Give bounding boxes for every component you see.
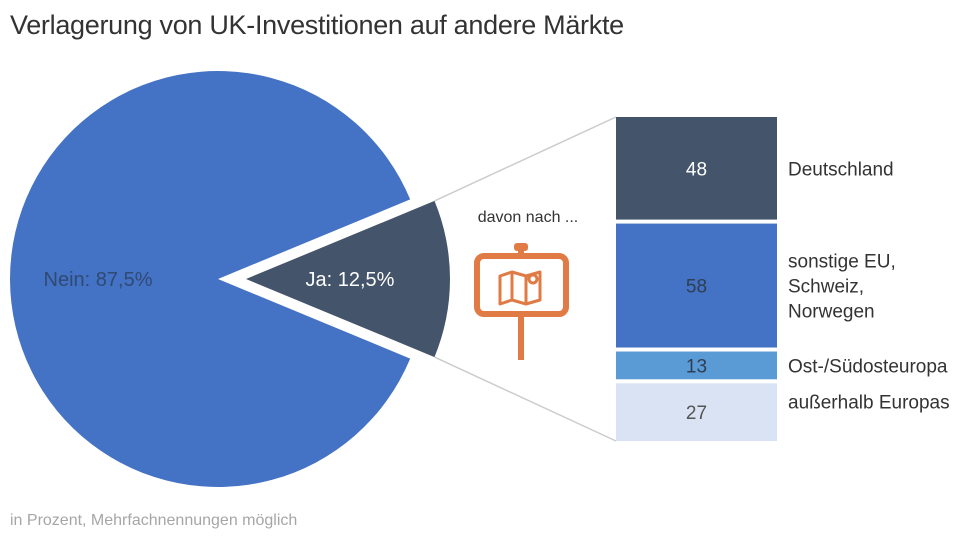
stacked-bar-chart: 48 Deutschland 58 sonstige EU,Schweiz,Norwe… [616, 117, 950, 441]
pie-chart: Nein: 87,5% Ja: 12,5% [10, 71, 450, 487]
stack-value-label-1: 58 [686, 277, 707, 298]
stack-value-label-0: 48 [686, 159, 707, 180]
category-label-3: außerhalb Europas [788, 392, 950, 413]
connector-line-top [434, 117, 616, 201]
category-label-2: Ost-/Südosteuropa [788, 356, 948, 377]
callout-label: davon nach ... [478, 209, 579, 226]
connector-line-bottom [434, 357, 616, 441]
category-label-1: sonstige EU,Schweiz,Norwegen [788, 252, 896, 323]
signpost-post-lower [518, 314, 524, 360]
stack-value-label-3: 27 [686, 403, 707, 424]
chart-footnote: in Prozent, Mehrfachnennungen möglich [10, 512, 297, 530]
signpost-board [477, 256, 566, 314]
stack-value-label-2: 13 [686, 356, 707, 377]
map-signpost-icon [477, 243, 566, 360]
map-pin [529, 275, 537, 283]
pie-label-nein: Nein: 87,5% [44, 269, 153, 291]
category-label-0: Deutschland [788, 159, 894, 180]
pie-label-ja: Ja: 12,5% [306, 269, 395, 291]
